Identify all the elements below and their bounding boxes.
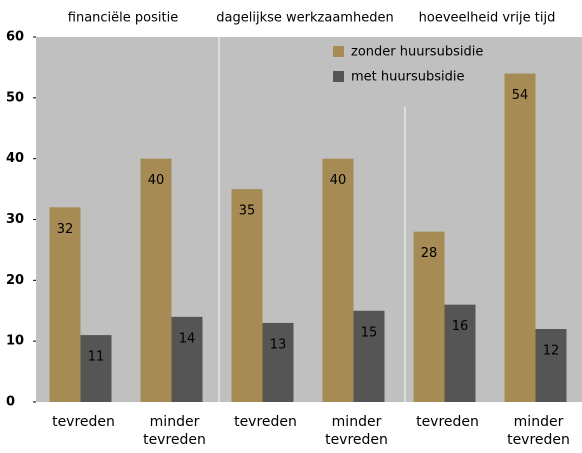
- value-label: 40: [330, 173, 347, 188]
- y-tick-label: 20: [6, 273, 24, 288]
- value-label: 15: [361, 325, 378, 340]
- group-label: dagelijkse werkzaamheden: [216, 11, 393, 26]
- x-tick-label: tevreden: [416, 414, 479, 430]
- legend-swatch: [333, 46, 344, 57]
- bar: [353, 310, 385, 402]
- group-label: hoeveelheid vrije tijd: [419, 11, 556, 26]
- bar: [444, 304, 476, 402]
- bar: [171, 316, 203, 402]
- plot-background: [36, 37, 582, 402]
- value-label: 32: [57, 222, 74, 237]
- y-tick-label: 60: [6, 30, 24, 45]
- y-tick-label: 40: [6, 151, 24, 166]
- value-label: 35: [239, 204, 256, 219]
- value-label: 40: [148, 173, 165, 188]
- bar: [262, 322, 294, 402]
- bar: [504, 73, 536, 402]
- x-tick-label: minder tevreden: [507, 414, 570, 448]
- x-tick-label: minder tevreden: [143, 414, 206, 448]
- value-label: 13: [270, 337, 287, 352]
- bar: [231, 189, 263, 402]
- legend-label: met huursubsidie: [351, 70, 464, 85]
- bar: [535, 329, 567, 402]
- legend-swatch: [333, 71, 344, 82]
- value-label: 12: [543, 344, 560, 359]
- value-label: 11: [88, 350, 105, 365]
- bar: [413, 231, 445, 402]
- bar: [322, 158, 354, 402]
- bar: [49, 207, 81, 402]
- x-tick-label: tevreden: [234, 414, 297, 430]
- value-label: 14: [179, 331, 196, 346]
- group-label: financiële positie: [68, 11, 178, 26]
- bar: [80, 335, 112, 402]
- x-tick-label: tevreden: [52, 414, 115, 430]
- y-tick-label: 50: [6, 90, 24, 105]
- value-label: 16: [452, 319, 469, 334]
- legend-label: zonder huursubsidie: [351, 45, 483, 60]
- bar: [140, 158, 172, 402]
- x-tick-label: minder tevreden: [325, 414, 388, 448]
- y-tick-label: 10: [6, 334, 24, 349]
- y-tick-label: 30: [6, 212, 24, 227]
- value-label: 28: [421, 246, 438, 261]
- y-tick-label: 0: [6, 395, 15, 410]
- value-label: 54: [512, 88, 529, 103]
